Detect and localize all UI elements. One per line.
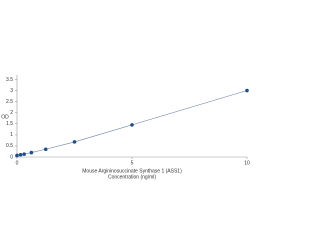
data-point [130, 123, 134, 127]
data-point [29, 150, 34, 155]
data-point [22, 152, 26, 156]
x-axis-label: Mouse Argininosuccinate Synthase 1 (ASS1… [82, 168, 182, 174]
data-point [72, 140, 77, 144]
y-tick-label: 1.5 [6, 121, 13, 127]
y-tick-label: 3.5 [6, 77, 13, 83]
chart: OD Mouse Argininosuccinate Synthase 1 (A… [1, 75, 250, 180]
y-tick-label: 2.5 [6, 99, 13, 105]
x-tick-label: 10 [244, 160, 250, 166]
x-axis-label: Concentration (ng/ml) [108, 174, 156, 180]
x-tick-label: 5 [131, 160, 134, 166]
data-point [15, 153, 19, 158]
y-tick-label: 0 [10, 154, 13, 160]
y-axis-label: OD [1, 114, 9, 120]
y-tick-label: 1 [10, 132, 13, 138]
y-tick-label: 2 [10, 110, 13, 116]
data-point [245, 88, 249, 93]
data-point [43, 147, 48, 152]
data-point [18, 152, 23, 157]
curve-line [16, 90, 248, 156]
y-tick-label: 0.5 [6, 143, 13, 149]
y-tick-label: 3 [10, 88, 13, 94]
x-tick-label: 0 [16, 160, 19, 166]
